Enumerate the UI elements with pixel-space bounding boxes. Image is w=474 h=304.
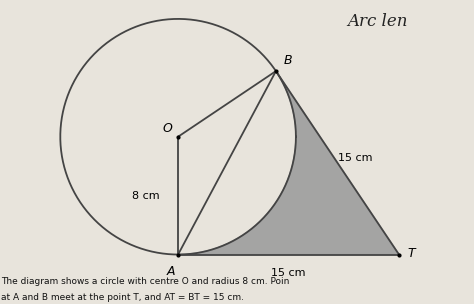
Text: 15 cm: 15 cm	[271, 268, 306, 278]
Text: O: O	[163, 122, 173, 134]
Text: 8 cm: 8 cm	[132, 191, 160, 201]
Text: Arc len: Arc len	[347, 13, 408, 30]
Text: B: B	[283, 54, 292, 67]
Text: The diagram shows a circle with centre O and radius 8 cm. Poin: The diagram shows a circle with centre O…	[1, 277, 290, 285]
Text: 15 cm: 15 cm	[338, 154, 373, 163]
Text: at A and B meet at the point T, and AT = BT = 15 cm.: at A and B meet at the point T, and AT =…	[1, 293, 245, 302]
Polygon shape	[178, 71, 399, 254]
Text: T: T	[408, 247, 415, 260]
Text: A: A	[166, 265, 175, 278]
